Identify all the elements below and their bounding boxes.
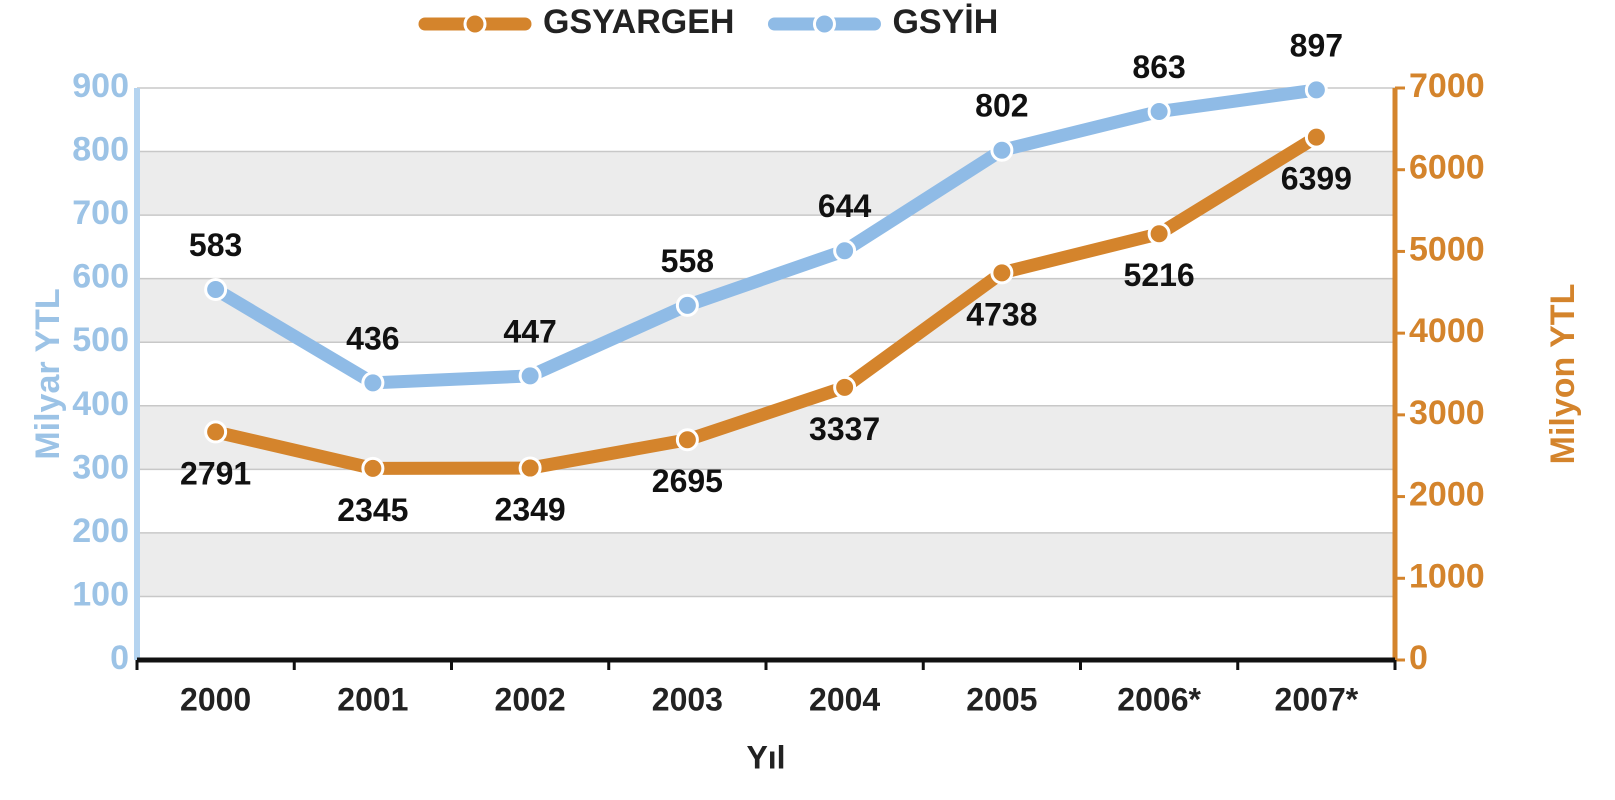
- data-label: 644: [818, 188, 872, 224]
- series-line: [209, 130, 1323, 475]
- data-point: [361, 371, 385, 395]
- x-tick-label: 2004: [809, 681, 880, 717]
- data-point: [204, 420, 228, 444]
- legend-label: GSYARGEH: [543, 3, 734, 41]
- x-tick-label: 2002: [495, 681, 566, 717]
- grid-band: [137, 151, 1395, 216]
- data-label: 3337: [809, 411, 880, 447]
- y-tick-label: 500: [72, 321, 129, 359]
- legend-marker: [463, 12, 487, 36]
- x-tick-label: 2005: [966, 681, 1037, 717]
- data-point: [1304, 125, 1328, 149]
- y2-tick-label: 2000: [1409, 476, 1485, 514]
- x-tick-label: 2006*: [1117, 681, 1201, 717]
- x-tick-label: 2001: [337, 681, 408, 717]
- grid-band: [137, 278, 1395, 343]
- y-tick-label: 700: [72, 194, 129, 232]
- data-point: [1147, 222, 1171, 246]
- data-label: 863: [1132, 49, 1185, 85]
- y-tick-label: 300: [72, 448, 129, 486]
- data-point: [990, 261, 1014, 285]
- data-label: 5216: [1124, 257, 1195, 293]
- y-tick-label: 800: [72, 131, 129, 169]
- x-tick-label: 2007*: [1275, 681, 1359, 717]
- x-tick-label: 2000: [180, 681, 251, 717]
- data-label: 558: [661, 243, 714, 279]
- data-point: [675, 428, 699, 452]
- data-label: 2791: [180, 455, 251, 491]
- data-point: [518, 456, 542, 480]
- y-axis-label: Milyar YTL: [29, 288, 67, 459]
- y2-tick-label: 1000: [1409, 557, 1485, 595]
- data-label: 436: [346, 320, 399, 356]
- data-point: [1147, 100, 1171, 124]
- data-point: [361, 456, 385, 480]
- y2-axis-label: Milyon YTL: [1544, 284, 1582, 465]
- data-point: [833, 375, 857, 399]
- y2-tick-label: 0: [1409, 639, 1428, 677]
- y2-tick-label: 6000: [1409, 149, 1485, 187]
- y2-tick-label: 3000: [1409, 394, 1485, 432]
- y2-tick-label: 7000: [1409, 67, 1485, 105]
- data-point: [1304, 78, 1328, 102]
- data-label: 2695: [652, 463, 723, 499]
- data-point: [204, 277, 228, 301]
- data-point: [675, 293, 699, 317]
- y-tick-label: 400: [72, 385, 129, 423]
- data-label: 897: [1290, 27, 1343, 63]
- data-point: [990, 138, 1014, 162]
- data-point: [833, 239, 857, 263]
- legend-marker: [812, 12, 836, 36]
- data-label: 583: [189, 227, 242, 263]
- legend-label: GSYİH: [892, 3, 998, 41]
- y2-tick-label: 5000: [1409, 230, 1485, 268]
- x-axis-label: Yıl: [746, 739, 785, 775]
- grid-band: [137, 532, 1395, 597]
- data-label: 2349: [495, 492, 566, 528]
- data-label: 4738: [966, 296, 1037, 332]
- y-tick-label: 200: [72, 512, 129, 550]
- data-label: 2345: [337, 492, 408, 528]
- y-tick-label: 600: [72, 258, 129, 296]
- x-tick-label: 2003: [652, 681, 723, 717]
- series-line: [209, 83, 1323, 390]
- y-tick-label: 0: [110, 639, 129, 677]
- data-label: 447: [503, 313, 556, 349]
- y2-tick-label: 4000: [1409, 312, 1485, 350]
- data-label: 6399: [1281, 161, 1352, 197]
- y-tick-label: 900: [72, 67, 129, 105]
- y-tick-label: 100: [72, 575, 129, 613]
- data-point: [518, 364, 542, 388]
- data-label: 802: [975, 88, 1028, 124]
